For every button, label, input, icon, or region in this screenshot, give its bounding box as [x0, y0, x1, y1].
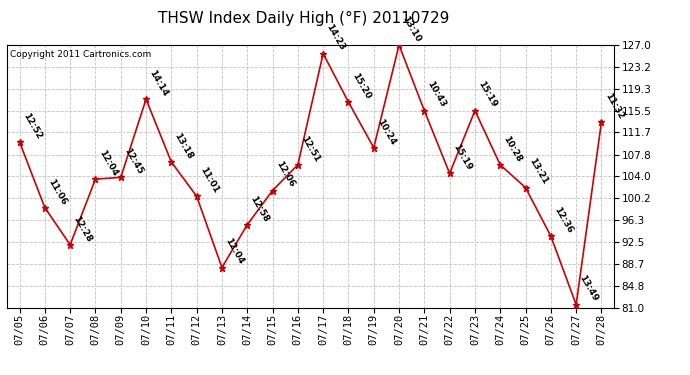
Text: 12:28: 12:28	[72, 214, 94, 243]
Text: 10:28: 10:28	[502, 134, 524, 164]
Text: 14:14: 14:14	[148, 68, 170, 98]
Text: 12:04: 12:04	[224, 237, 246, 266]
Text: 15:19: 15:19	[476, 80, 498, 109]
Text: 12:36: 12:36	[552, 206, 574, 235]
Text: THSW Index Daily High (°F) 20110729: THSW Index Daily High (°F) 20110729	[158, 11, 449, 26]
Text: 11:32: 11:32	[603, 92, 625, 121]
Text: 10:43: 10:43	[426, 80, 448, 109]
Text: 15:20: 15:20	[350, 72, 372, 100]
Text: 15:19: 15:19	[451, 142, 473, 172]
Text: 10:24: 10:24	[375, 117, 397, 146]
Text: Copyright 2011 Cartronics.com: Copyright 2011 Cartronics.com	[10, 50, 151, 59]
Text: 13:10: 13:10	[400, 14, 422, 44]
Text: 12:52: 12:52	[21, 111, 43, 141]
Text: 11:01: 11:01	[198, 166, 220, 195]
Text: 11:06: 11:06	[46, 177, 68, 206]
Text: 13:49: 13:49	[578, 274, 600, 303]
Text: 12:06: 12:06	[274, 160, 296, 189]
Text: 12:51: 12:51	[299, 134, 322, 164]
Text: 12:04: 12:04	[97, 148, 119, 178]
Text: 13:18: 13:18	[172, 131, 195, 160]
Text: 12:58: 12:58	[248, 194, 270, 224]
Text: 14:23: 14:23	[324, 23, 346, 52]
Text: 12:45: 12:45	[122, 147, 144, 176]
Text: 13:21: 13:21	[527, 157, 549, 186]
